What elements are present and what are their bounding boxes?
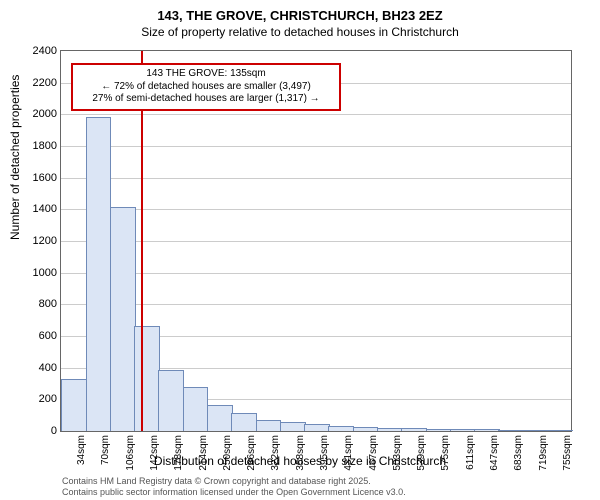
gridline bbox=[61, 209, 571, 210]
histogram-bar bbox=[231, 413, 257, 431]
y-tick-label: 1200 bbox=[33, 235, 57, 247]
gridline bbox=[61, 273, 571, 274]
y-axis-label: Number of detached properties bbox=[8, 75, 22, 240]
y-tick-label: 800 bbox=[39, 298, 57, 310]
histogram-bar bbox=[134, 326, 160, 432]
y-tick-label: 2000 bbox=[33, 108, 57, 120]
y-tick-label: 2400 bbox=[33, 45, 57, 57]
histogram-bar bbox=[304, 424, 330, 431]
histogram-bar bbox=[328, 426, 354, 431]
gridline bbox=[61, 146, 571, 147]
attribution-footer: Contains HM Land Registry data © Crown c… bbox=[62, 476, 406, 498]
y-tick-label: 1400 bbox=[33, 203, 57, 215]
y-tick-label: 400 bbox=[39, 362, 57, 374]
plot-area: 0200400600800100012001400160018002000220… bbox=[60, 50, 572, 432]
histogram-bar bbox=[474, 429, 500, 431]
histogram-bar bbox=[207, 405, 233, 431]
chart-title: 143, THE GROVE, CHRISTCHURCH, BH23 2EZ bbox=[0, 0, 600, 25]
histogram-bar bbox=[183, 387, 209, 431]
chart-container: 143, THE GROVE, CHRISTCHURCH, BH23 2EZ S… bbox=[0, 0, 600, 500]
histogram-bar bbox=[158, 370, 184, 431]
histogram-bar bbox=[353, 427, 379, 431]
histogram-bar bbox=[450, 429, 476, 431]
chart-subtitle: Size of property relative to detached ho… bbox=[0, 25, 600, 43]
gridline bbox=[61, 178, 571, 179]
gridline bbox=[61, 241, 571, 242]
histogram-bar bbox=[523, 430, 549, 431]
y-tick-label: 0 bbox=[51, 425, 57, 437]
annotation-line: ← 72% of detached houses are smaller (3,… bbox=[79, 81, 333, 94]
footer-line-2: Contains public sector information licen… bbox=[62, 487, 406, 498]
histogram-bar bbox=[377, 428, 403, 431]
y-tick-label: 1800 bbox=[33, 140, 57, 152]
histogram-bar bbox=[86, 117, 112, 432]
y-tick-label: 600 bbox=[39, 330, 57, 342]
annotation-callout: 143 THE GROVE: 135sqm← 72% of detached h… bbox=[71, 63, 341, 111]
histogram-bar bbox=[61, 379, 87, 431]
histogram-bar bbox=[110, 207, 136, 431]
histogram-bar bbox=[547, 430, 573, 431]
annotation-line: 27% of semi-detached houses are larger (… bbox=[79, 93, 333, 106]
x-axis-label: Distribution of detached houses by size … bbox=[0, 454, 600, 468]
y-tick-label: 1000 bbox=[33, 267, 57, 279]
histogram-bar bbox=[426, 429, 452, 431]
histogram-bar bbox=[401, 428, 427, 431]
gridline bbox=[61, 304, 571, 305]
y-tick-label: 1600 bbox=[33, 172, 57, 184]
footer-line-1: Contains HM Land Registry data © Crown c… bbox=[62, 476, 406, 487]
histogram-bar bbox=[498, 430, 524, 431]
histogram-bar bbox=[280, 422, 306, 431]
y-tick-label: 200 bbox=[39, 393, 57, 405]
histogram-bar bbox=[256, 420, 282, 431]
y-tick-label: 2200 bbox=[33, 77, 57, 89]
gridline bbox=[61, 114, 571, 115]
annotation-title: 143 THE GROVE: 135sqm bbox=[79, 68, 333, 81]
